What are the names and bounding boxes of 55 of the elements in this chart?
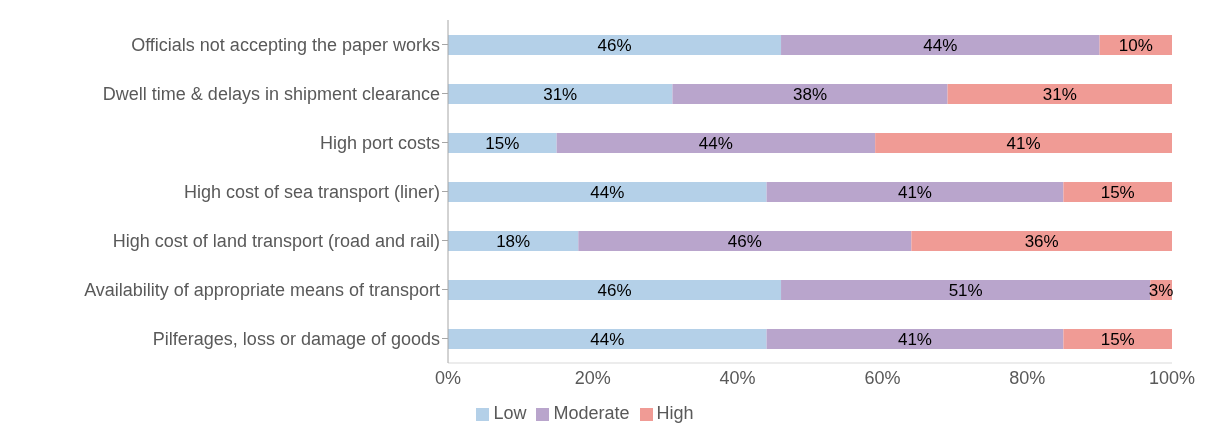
- y-tick-label: Availability of appropriate means of transport: [84, 279, 440, 300]
- data-label: 3%: [1148, 281, 1174, 301]
- data-label: 41%: [1006, 134, 1041, 154]
- bar: [1063, 329, 1172, 349]
- bar: [1063, 182, 1172, 202]
- data-label: 15%: [485, 134, 520, 154]
- legend-label: Moderate: [553, 403, 630, 423]
- y-tick-label: High port costs: [319, 132, 440, 153]
- data-label: 46%: [597, 281, 632, 301]
- x-tick-label: 100%: [1148, 367, 1196, 388]
- y-tick-label: High cost of land transport (road and rail): [112, 230, 440, 251]
- data-label: 38%: [792, 85, 828, 105]
- bar: [875, 133, 1172, 153]
- bar: [672, 84, 948, 104]
- bar: [911, 231, 1172, 251]
- data-label: 36%: [1024, 232, 1059, 252]
- data-label: 41%: [897, 183, 932, 203]
- bar: [947, 84, 1172, 104]
- data-label: 15%: [1100, 330, 1135, 350]
- bar: [448, 182, 767, 202]
- x-tick-label: 40%: [719, 367, 756, 388]
- bar: [556, 133, 876, 153]
- x-tick-label: 20%: [574, 367, 611, 388]
- data-label: 44%: [590, 183, 625, 203]
- y-tick-label: High cost of sea transport (liner): [183, 181, 440, 202]
- y-tick-label: Dwell time & delays in shipment clearance: [102, 83, 440, 104]
- bar: [766, 182, 1064, 202]
- data-label: 10%: [1118, 36, 1153, 56]
- bar: [766, 329, 1064, 349]
- bar: [781, 280, 1151, 300]
- bar: [448, 231, 579, 251]
- x-tick-label: 60%: [864, 367, 901, 388]
- bar: [781, 35, 1100, 55]
- x-tick-label: 0%: [434, 367, 462, 388]
- bar: [448, 35, 782, 55]
- bar: [448, 329, 767, 349]
- bar: [448, 84, 673, 104]
- data-label: 31%: [543, 85, 578, 105]
- data-label: 44%: [923, 36, 958, 56]
- data-label: 51%: [948, 281, 983, 301]
- data-label: 31%: [1042, 85, 1077, 105]
- y-tick-label: Officials not accepting the paper works: [131, 34, 440, 55]
- bar: [448, 280, 782, 300]
- data-label: 15%: [1100, 183, 1135, 203]
- data-label: 44%: [590, 330, 625, 350]
- legend-label: High: [656, 403, 694, 423]
- bar: [578, 231, 912, 251]
- legend-label: Low: [493, 403, 527, 423]
- data-label: 46%: [727, 232, 762, 252]
- data-label: 44%: [698, 134, 733, 154]
- data-label: 41%: [897, 330, 932, 350]
- y-tick-label: Pilferages, loss or damage of goods: [152, 328, 440, 349]
- x-tick-label: 80%: [1009, 367, 1046, 388]
- data-label: 46%: [597, 36, 632, 56]
- data-label: 18%: [496, 232, 531, 252]
